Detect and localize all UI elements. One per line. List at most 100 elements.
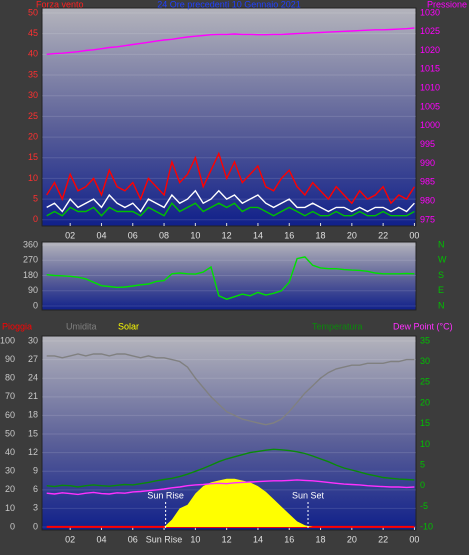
x-tick-label: 06 — [128, 230, 138, 240]
y2-tick-label: 20 — [420, 397, 430, 407]
y3-tick-label: 3 — [33, 503, 38, 513]
x-tick-label: 18 — [316, 534, 326, 544]
y2-tick-label: 1015 — [420, 64, 440, 74]
y2-tick-label: 1005 — [420, 101, 440, 111]
x-tick-label: Sun Rise — [146, 534, 183, 544]
line — [46, 27, 415, 55]
y2-tick-label: 25 — [420, 377, 430, 387]
x-tick-label: 14 — [253, 230, 263, 240]
y-tick-label: 50 — [5, 428, 15, 438]
y-tick-label: 0 — [33, 300, 38, 310]
y-tick-label: 90 — [28, 285, 38, 295]
y-tick-label: 90 — [5, 354, 15, 364]
legend-entry: Pioggia — [2, 321, 32, 331]
x-tick-label: 06 — [128, 534, 138, 544]
y2-tick-label: N — [438, 300, 445, 310]
y3-tick-label: 30 — [28, 335, 38, 345]
y-tick-label: 270 — [23, 255, 38, 265]
x-tick-label: 16 — [284, 230, 294, 240]
x-tick-label: 20 — [347, 534, 357, 544]
y-tick-label: 70 — [5, 391, 15, 401]
y-tick-label: 20 — [5, 484, 15, 494]
y-tick-label: 30 — [28, 90, 38, 100]
x-tick-label: 22 — [378, 534, 388, 544]
y-tick-label: 5 — [33, 193, 38, 203]
line — [46, 202, 415, 217]
y2-tick-label: 1030 — [420, 7, 440, 17]
x-tick-label: 04 — [96, 230, 106, 240]
y2-tick-label: 1010 — [420, 83, 440, 93]
y-tick-label: 0 — [10, 521, 15, 531]
y-tick-label: 30 — [5, 466, 15, 476]
legend-entry: Dew Point (°C) — [393, 321, 453, 331]
line — [46, 353, 415, 426]
y-tick-label: 50 — [28, 7, 38, 17]
line — [46, 256, 415, 300]
y-tick-label: 80 — [5, 373, 15, 383]
y2-tick-label: 1000 — [420, 120, 440, 130]
y-tick-label: 40 — [28, 49, 38, 59]
y3-tick-label: 9 — [33, 465, 38, 475]
x-tick-label: 20 — [347, 230, 357, 240]
y-tick-label: 35 — [28, 69, 38, 79]
y-tick-label: 20 — [28, 131, 38, 141]
y3-tick-label: 18 — [28, 410, 38, 420]
x-tick-label: 02 — [65, 230, 75, 240]
x-tick-label: 12 — [222, 534, 232, 544]
x-tick-label: 02 — [65, 534, 75, 544]
line — [46, 479, 415, 496]
x-tick-label: 00 — [409, 230, 419, 240]
x-tick-label: 10 — [190, 534, 200, 544]
x-tick-label: 16 — [284, 534, 294, 544]
legend-entry: Solar — [118, 321, 139, 331]
legend-entry: Temperatura — [312, 321, 363, 331]
annotation: Sun Rise — [147, 490, 184, 500]
y-tick-label: 100 — [0, 335, 15, 345]
y3-tick-label: 6 — [33, 484, 38, 494]
y3-tick-label: 21 — [28, 391, 38, 401]
y2-tick-label: 995 — [420, 139, 435, 149]
y3-tick-label: 24 — [28, 373, 38, 383]
y2-tick-label: S — [438, 270, 444, 280]
x-tick-label: 18 — [316, 230, 326, 240]
x-tick-label: 08 — [159, 230, 169, 240]
y2-tick-label: 35 — [420, 335, 430, 345]
line — [46, 448, 415, 488]
y2-tick-label: 985 — [420, 177, 435, 187]
chart-title: 24 Ore precedenti 10 Gennaio 2021 — [157, 0, 301, 9]
y-tick-label: 10 — [28, 173, 38, 183]
line — [46, 151, 415, 205]
y2-tick-label: -5 — [420, 501, 428, 511]
x-tick-label: 10 — [190, 230, 200, 240]
y2-tick-label: 5 — [420, 459, 425, 469]
y2-tick-label: E — [438, 285, 444, 295]
y2-tick-label: 980 — [420, 196, 435, 206]
y2-tick-label: W — [438, 255, 447, 265]
y-tick-label: 0 — [33, 214, 38, 224]
y2-tick-label: 1020 — [420, 45, 440, 55]
x-tick-label: 22 — [378, 230, 388, 240]
y2-tick-label: 10 — [420, 439, 430, 449]
x-tick-label: 12 — [222, 230, 232, 240]
y-axis-label: Forza vento — [36, 0, 84, 9]
y-tick-label: 15 — [28, 152, 38, 162]
y3-tick-label: 27 — [28, 354, 38, 364]
y2-tick-label: 990 — [420, 158, 435, 168]
line — [46, 189, 415, 213]
y-tick-label: 25 — [28, 111, 38, 121]
y2-axis-label: Pressione — [427, 0, 467, 9]
x-tick-label: 00 — [409, 534, 419, 544]
y2-tick-label: 0 — [420, 480, 425, 490]
area — [46, 478, 415, 528]
x-tick-label: 14 — [253, 534, 263, 544]
y-tick-label: 360 — [23, 239, 38, 249]
y2-tick-label: 15 — [420, 418, 430, 428]
y-tick-label: 180 — [23, 270, 38, 280]
plot-area — [41, 7, 417, 227]
y3-tick-label: 12 — [28, 447, 38, 457]
y-tick-label: 10 — [5, 503, 15, 513]
y-tick-label: 45 — [28, 28, 38, 38]
y2-tick-label: -10 — [420, 521, 433, 531]
annotation: Sun Set — [292, 490, 325, 500]
